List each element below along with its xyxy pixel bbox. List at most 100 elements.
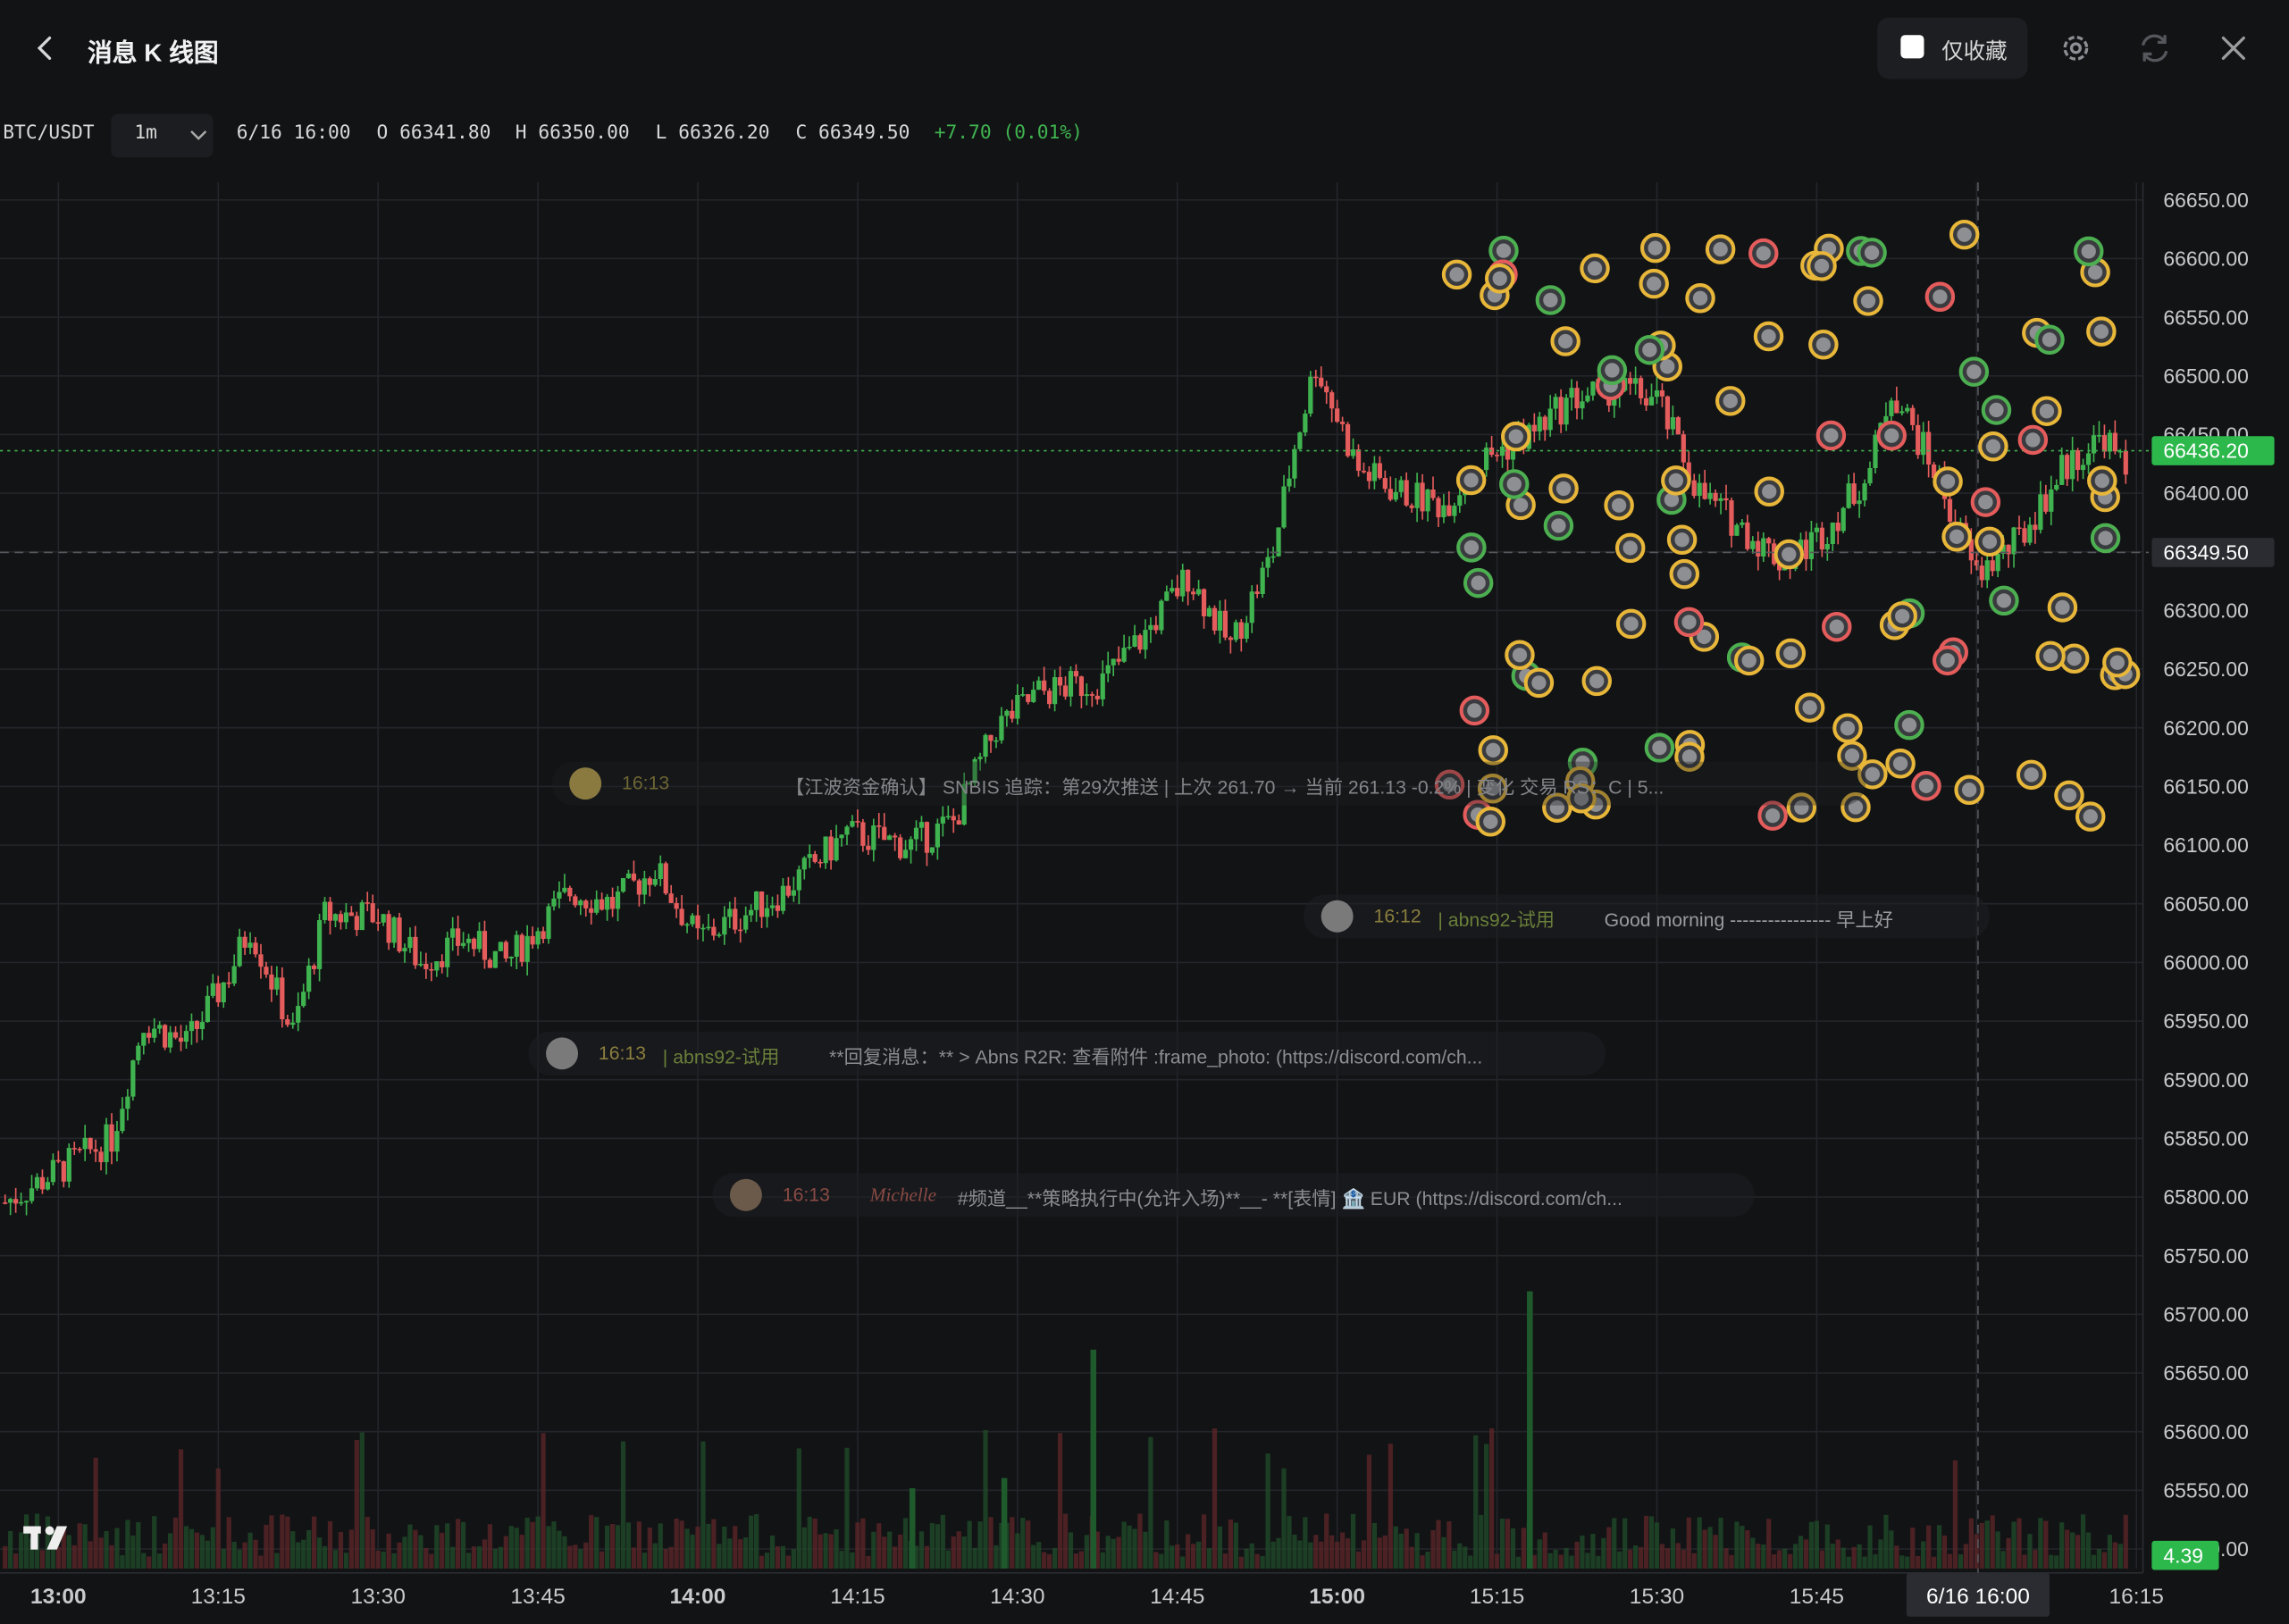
volume-bar [546, 1526, 551, 1569]
candle-body [465, 938, 472, 943]
message-marker [1941, 522, 1972, 552]
volume-bar [1052, 1547, 1058, 1569]
price-tick-label: 66200.00 [2163, 716, 2248, 740]
candle-body [1968, 539, 1974, 561]
volume-bar [1398, 1533, 1404, 1569]
volume-bar [1036, 1542, 1042, 1569]
volume-bar [1580, 1535, 1585, 1569]
price-tick-label: 66000.00 [2163, 951, 2248, 975]
avatar [1713, 241, 1728, 257]
candle-body [1366, 472, 1372, 481]
candle-body [1803, 540, 1809, 559]
volume-bar [45, 1516, 51, 1569]
volume-bar [909, 1488, 916, 1569]
message-pill[interactable]: 16:13 Michelle #频道__**策略执行中(允许入场)**__- *… [712, 1173, 1755, 1218]
volume-bar [1675, 1543, 1681, 1569]
volume-bar [972, 1547, 977, 1569]
volume-bar [77, 1523, 82, 1569]
back-arrow-icon[interactable] [29, 32, 62, 64]
volume-bar [801, 1527, 807, 1569]
price-tick-label: 66250.00 [2163, 657, 2248, 681]
chevron-down-icon [190, 130, 207, 140]
avatar [1512, 648, 1528, 663]
message-marker [1975, 526, 2005, 557]
candle-body [908, 839, 914, 850]
timeframe-select[interactable]: 1m [111, 113, 214, 158]
candle-body [967, 783, 972, 785]
volume-bar [1756, 1544, 1761, 1569]
message-pill[interactable]: 16:12 | abns92-试用 Good morning ---------… [1304, 894, 1991, 939]
ohlc-legend: BTC/USDT 1m 6/16 16:00 O 66341.80 H 6635… [0, 113, 1606, 158]
price-tick-label: 66500.00 [2163, 364, 2248, 388]
volume-bar [1377, 1537, 1382, 1569]
candle-body [1148, 624, 1153, 631]
favorites-checkbox[interactable] [1900, 35, 1924, 59]
volume-bar [460, 1521, 466, 1569]
avatar [1692, 290, 1708, 306]
candle-body [1745, 522, 1750, 549]
avatar [1815, 337, 1832, 352]
candle-body [18, 1201, 24, 1204]
volume-bar [1968, 1518, 1974, 1569]
avatar [1483, 814, 1498, 829]
volume-bar [1916, 1555, 1921, 1569]
message-marker [1566, 783, 1597, 814]
message-marker [1832, 713, 1863, 743]
candle-body [1729, 500, 1734, 536]
avatar [1647, 276, 1662, 291]
candle-body [1137, 635, 1143, 650]
volume-bar [476, 1546, 482, 1569]
volume-bar [1355, 1551, 1362, 1569]
favorites-only-toggle[interactable]: 仅收藏 [1877, 17, 2028, 80]
volume-bar [1270, 1541, 1276, 1569]
candle-body [1222, 610, 1228, 638]
volume-bar [1441, 1536, 1446, 1569]
crosshair-price-badge-text: 66349.50 [2163, 541, 2248, 565]
volume-bar [2000, 1551, 2006, 1569]
volume-bar [679, 1520, 684, 1569]
candle-body [1702, 482, 1707, 499]
crosshair-time-text: 6/16 16:00 [1926, 1585, 2030, 1609]
message-marker [1478, 735, 1509, 766]
volume-bar [1867, 1525, 1873, 1569]
message-marker [1924, 281, 1956, 313]
avatar [1648, 240, 1663, 255]
volume-bar [951, 1536, 956, 1569]
candle-body [242, 936, 247, 948]
close-icon[interactable] [2215, 29, 2252, 67]
candle-body [1164, 591, 1170, 601]
volume-bar [913, 1545, 919, 1569]
message-user: | abns92-试用 [662, 1046, 780, 1068]
volume-bar [71, 1544, 77, 1569]
volume-bar [1606, 1527, 1612, 1569]
gear-icon[interactable] [2057, 29, 2094, 67]
avatar [1829, 619, 1844, 634]
message-pill[interactable]: 16:13 【江波资金确认】 SNBIS 追踪：第29次推送 | 上次 261.… [551, 761, 1866, 806]
volume-bar [1527, 1291, 1533, 1569]
refresh-icon[interactable] [2135, 29, 2173, 67]
volume-bar [1761, 1544, 1766, 1569]
message-pill[interactable]: 16:13 | abns92-试用 **回复消息：** > Abns R2R: … [528, 1031, 1606, 1076]
candle-body [1873, 434, 1878, 468]
candle-body [1446, 505, 1452, 516]
volume-bar [2070, 1532, 2075, 1569]
avatar [1513, 498, 1529, 513]
candle-body [471, 938, 477, 950]
volume-bar [1963, 1544, 1968, 1569]
candle-body [1830, 523, 1835, 544]
candle-body [375, 922, 381, 924]
candle-body [3, 1202, 8, 1204]
volume-bar [418, 1535, 423, 1569]
candle-body [823, 836, 828, 864]
volume-bar [834, 1529, 839, 1569]
candle-body [876, 825, 882, 827]
candle-body [1547, 408, 1553, 431]
candle-body [898, 837, 903, 858]
candle-body [605, 896, 610, 910]
volume-bar [1931, 1556, 1937, 1569]
candle-body [1664, 396, 1671, 430]
volume-bar [898, 1534, 903, 1569]
volume-bar [1803, 1539, 1809, 1569]
volume-bar [93, 1457, 98, 1569]
